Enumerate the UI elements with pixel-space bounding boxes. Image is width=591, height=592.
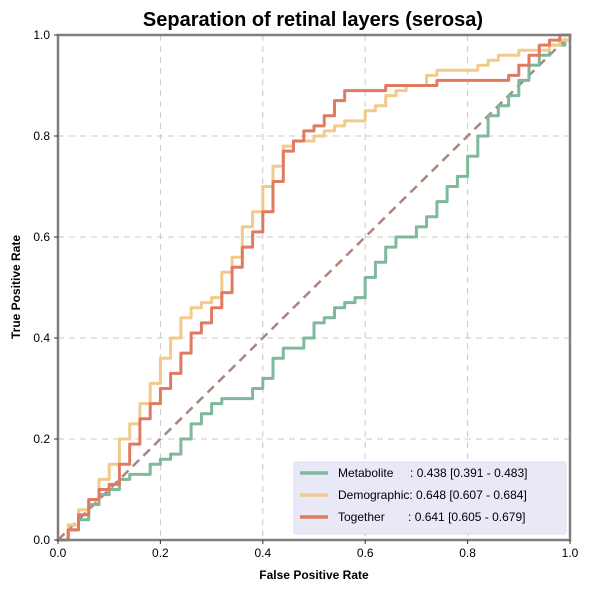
legend: Metabolite : 0.438 [0.391 - 0.483] Demogr… [293, 461, 567, 535]
axis-ticks: 0.0 0.2 0.4 0.6 0.8 1.0 0.0 0.2 0.4 0.6 0.8 1.0 [33, 28, 578, 560]
legend-label-demographic: Demographic: 0.648 [0.607 - 0.684] [338, 488, 527, 502]
y-tick-label: 0.4 [33, 331, 50, 345]
y-tick-label: 0.6 [33, 230, 50, 244]
y-axis-label: True Positive Rate [9, 235, 23, 339]
roc-line-together [56, 33, 572, 542]
roc-line-metabolite [56, 33, 572, 542]
chart-title: Separation of retinal layers (serosa) [143, 9, 483, 31]
y-tick-label: 0.0 [33, 533, 50, 547]
series-lines [56, 33, 572, 542]
y-tick-label: 0.8 [33, 129, 50, 143]
x-tick-label: 0.0 [50, 546, 67, 560]
legend-label-together: Together : 0.641 [0.605 - 0.679] [338, 510, 525, 524]
plot-frame [56, 33, 572, 542]
x-tick-label: 0.4 [254, 546, 271, 560]
y-tick-label: 0.2 [33, 432, 50, 446]
x-tick-label: 0.8 [459, 546, 476, 560]
legend-box [293, 461, 567, 535]
y-tick-label: 1.0 [33, 28, 50, 42]
x-tick-label: 0.2 [152, 546, 169, 560]
x-tick-label: 1.0 [562, 546, 579, 560]
legend-label-metabolite: Metabolite : 0.438 [0.391 - 0.483] [338, 466, 527, 480]
x-axis-label: False Positive Rate [259, 568, 369, 582]
x-tick-label: 0.6 [357, 546, 374, 560]
